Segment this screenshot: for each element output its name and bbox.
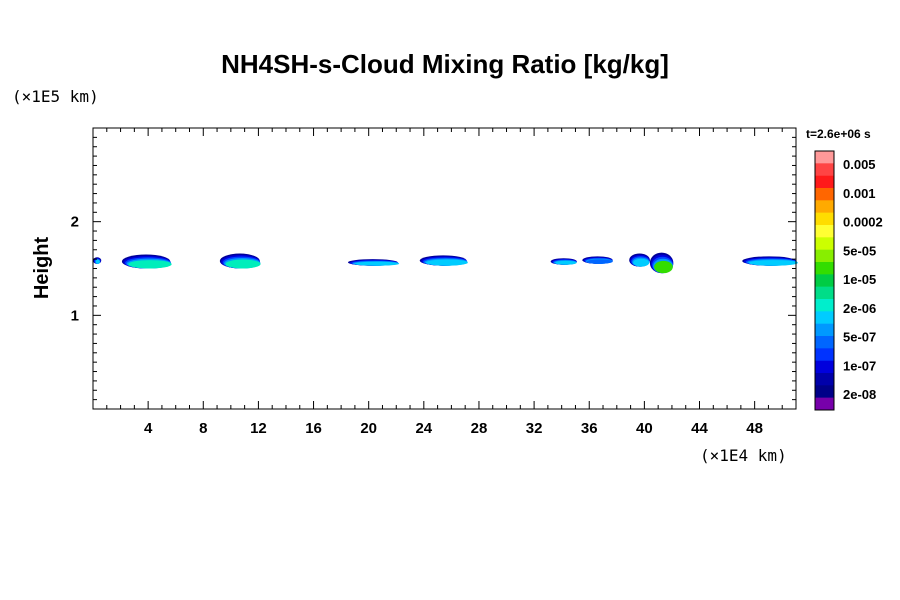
cloud-contour (128, 260, 172, 269)
cloud-1 (93, 257, 102, 264)
colorbar-swatch (815, 360, 834, 374)
colorbar-frame (814, 150, 835, 411)
colorbar-swatch (815, 225, 834, 238)
x-tick-label: 8 (199, 420, 207, 437)
colorbar-swatch (815, 163, 834, 176)
x-tick-label: 16 (305, 420, 322, 437)
cloud-contour (748, 260, 798, 266)
x-tick-label: 20 (360, 420, 377, 437)
colorbar-swatch (815, 397, 834, 411)
colorbar-label: 1e-07 (843, 358, 876, 373)
cloud-7 (582, 256, 613, 264)
x-tick-label: 4 (144, 420, 153, 437)
cloud-2 (121, 254, 172, 269)
y-tick-label: 1 (71, 307, 79, 324)
y-axis: 12 (71, 127, 796, 410)
cloud-contour (225, 259, 261, 269)
x-unit-label: (×1E4 km) (700, 446, 787, 465)
colorbar-swatch (815, 286, 834, 300)
colorbar-swatch (815, 188, 834, 201)
colorbar: 0.005 0.001 0.0002 5e-05 1e-05 2e-06 5e-07 1e-0… (814, 150, 883, 411)
colorbar-swatch (815, 385, 834, 398)
colorbar-swatch (815, 237, 834, 250)
colorbar-swatch (815, 299, 834, 312)
cloud-8 (629, 253, 650, 267)
cloud-9 (649, 252, 674, 274)
x-tick-label: 48 (746, 420, 763, 437)
cloud-contour (654, 260, 673, 274)
time-label: t=2.6e+06 s (806, 127, 871, 141)
cloud-contour (555, 260, 577, 265)
colorbar-swatch (815, 200, 834, 213)
colorbar-swatch (815, 373, 834, 386)
x-tick-label: 24 (415, 420, 432, 437)
cloud-contour (95, 259, 100, 264)
colorbar-swatch (815, 262, 834, 275)
colorbar-swatch (815, 249, 834, 263)
colorbar-label: 0.005 (843, 157, 876, 172)
colorbar-swatch (815, 274, 834, 287)
cloud-6 (550, 258, 577, 265)
chart-title: NH4SH-s-Cloud Mixing Ratio [kg/kg] (221, 49, 669, 79)
cloud-3 (219, 253, 261, 269)
colorbar-swatch (815, 151, 834, 164)
cloud-layer (93, 252, 798, 274)
colorbar-swatch (815, 323, 834, 337)
cloud-contour (633, 258, 650, 267)
colorbar-swatch (815, 311, 834, 324)
colorbar-swatch (815, 348, 834, 361)
cloud-4 (348, 259, 400, 266)
colorbar-swatch (815, 212, 834, 226)
plot-frame (92, 127, 797, 410)
colorbar-label: 1e-05 (843, 272, 876, 287)
y-axis-label: Height (31, 237, 53, 300)
colorbar-label: 0.001 (843, 186, 876, 201)
colorbar-label: 5e-05 (843, 243, 876, 258)
x-tick-label: 12 (250, 420, 267, 437)
cloud-10 (742, 256, 798, 266)
cloud-contour (354, 261, 400, 266)
x-tick-label: 32 (526, 420, 543, 437)
y-unit-label: (×1E5 km) (12, 87, 99, 106)
colorbar-swatch (815, 336, 834, 349)
cloud-5 (419, 255, 468, 266)
cloud-contour (425, 259, 468, 266)
colorbar-label: 2e-06 (843, 301, 876, 316)
x-tick-label: 40 (636, 420, 653, 437)
x-axis: 4 8 12 16 20 24 28 32 36 40 44 48 (92, 128, 797, 437)
colorbar-label: 5e-07 (843, 330, 876, 345)
x-tick-label: 44 (691, 420, 708, 437)
colorbar-label: 2e-08 (843, 387, 876, 402)
colorbar-swatch (815, 175, 834, 189)
colorbar-label: 0.0002 (843, 215, 883, 230)
y-tick-label: 2 (71, 214, 79, 231)
cloud-contour (587, 259, 613, 264)
x-tick-label: 36 (581, 420, 598, 437)
x-tick-label: 28 (471, 420, 488, 437)
